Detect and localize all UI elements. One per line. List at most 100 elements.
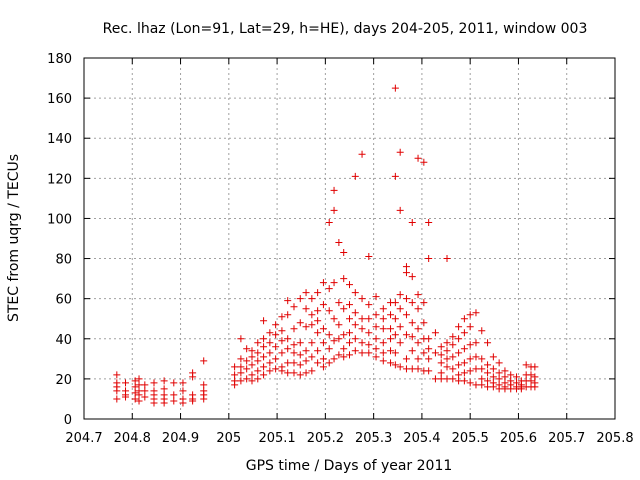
x-tick-label: 205.4: [403, 431, 440, 446]
data-point: [284, 335, 292, 343]
data-point: [425, 345, 433, 353]
data-point: [408, 218, 416, 226]
data-point: [455, 371, 463, 379]
data-point: [302, 289, 310, 297]
data-point: [449, 353, 457, 361]
data-point: [391, 315, 399, 323]
data-point: [531, 373, 539, 381]
data-point: [254, 357, 262, 365]
data-point: [379, 315, 387, 323]
data-point: [443, 255, 451, 263]
data-point: [527, 371, 535, 379]
data-point: [335, 321, 343, 329]
data-point: [408, 333, 416, 341]
data-point: [266, 329, 274, 337]
data-point: [272, 355, 280, 363]
data-point: [231, 371, 239, 379]
data-point: [517, 385, 525, 393]
data-point: [431, 329, 439, 337]
data-point: [248, 353, 256, 361]
x-tick-label: 205.2: [307, 431, 344, 446]
data-point: [170, 379, 178, 387]
data-point: [243, 375, 251, 383]
data-point: [396, 148, 404, 156]
data-point: [455, 349, 463, 357]
data-point: [351, 309, 359, 317]
data-point: [179, 387, 187, 395]
data-point: [379, 325, 387, 333]
data-point: [358, 325, 366, 333]
data-point: [379, 357, 387, 365]
data-point: [254, 375, 262, 383]
data-point: [460, 369, 468, 377]
data-point: [200, 395, 208, 403]
y-tick-label: 60: [55, 293, 72, 308]
data-point: [340, 345, 348, 353]
data-point: [351, 347, 359, 355]
data-point: [302, 369, 310, 377]
x-tick-label: 205: [216, 431, 241, 446]
data-point: [351, 321, 359, 329]
data-point: [484, 361, 492, 369]
data-point: [330, 337, 338, 345]
data-point: [437, 369, 445, 377]
data-point: [260, 317, 268, 325]
data-point: [260, 371, 268, 379]
data-point: [365, 301, 373, 309]
data-point: [396, 206, 404, 214]
data-point: [455, 361, 463, 369]
data-point: [484, 377, 492, 385]
data-point: [346, 351, 353, 359]
data-point: [478, 327, 486, 335]
data-point: [296, 371, 304, 379]
data-point: [396, 363, 404, 371]
data-point: [414, 339, 422, 347]
y-tick-label: 100: [47, 212, 72, 227]
data-points: [113, 84, 539, 407]
data-point: [527, 377, 535, 385]
data-point: [260, 363, 268, 371]
data-point: [402, 311, 410, 319]
data-point: [179, 379, 187, 387]
data-point: [237, 377, 245, 385]
data-point: [466, 323, 474, 331]
data-point: [358, 295, 366, 303]
data-point: [358, 150, 366, 158]
data-point: [495, 359, 503, 367]
data-point: [308, 321, 316, 329]
data-point: [284, 369, 292, 377]
data-point: [296, 319, 304, 327]
data-point: [302, 305, 310, 313]
x-tick-label: 204.7: [65, 431, 102, 446]
data-point: [478, 381, 486, 389]
data-point: [351, 289, 359, 297]
data-point: [135, 397, 143, 405]
plot-frame: [83, 57, 616, 420]
data-point: [449, 333, 457, 341]
data-point: [379, 349, 387, 357]
data-point: [396, 291, 404, 299]
data-point: [358, 339, 366, 347]
data-point: [346, 301, 353, 309]
data-point: [460, 329, 468, 337]
data-point: [330, 279, 338, 287]
data-point: [466, 379, 474, 387]
data-point: [340, 275, 348, 283]
data-point: [284, 297, 292, 305]
data-point: [231, 363, 239, 371]
data-point: [296, 351, 304, 359]
data-point: [243, 345, 251, 353]
y-tick-label: 160: [47, 92, 72, 107]
data-point: [131, 395, 139, 403]
data-point: [408, 347, 416, 355]
data-point: [284, 359, 292, 367]
data-point: [489, 353, 497, 361]
data-point: [335, 239, 343, 247]
data-point: [308, 367, 316, 375]
data-point: [507, 371, 515, 379]
data-point: [314, 317, 322, 325]
data-point: [387, 347, 395, 355]
data-point: [266, 349, 274, 357]
y-tick-label: 20: [55, 373, 72, 388]
data-point: [122, 379, 130, 387]
